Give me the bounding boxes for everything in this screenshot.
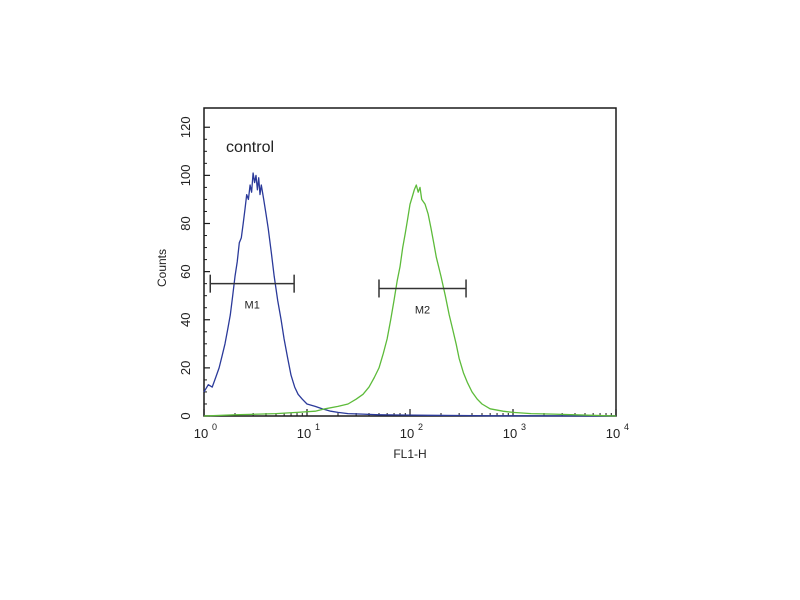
y-tick-label: 80 bbox=[178, 216, 193, 230]
y-tick-label: 120 bbox=[178, 116, 193, 138]
series-lines bbox=[203, 172, 617, 417]
gate-markers: M1 M2 bbox=[209, 274, 467, 316]
series-line-control bbox=[203, 172, 617, 417]
x-tick-exponent: 4 bbox=[624, 422, 629, 432]
x-tick-exponent: 3 bbox=[521, 422, 526, 432]
gate-label: M2 bbox=[415, 304, 430, 316]
x-tick-exponent: 2 bbox=[418, 422, 423, 432]
control-annotation: control bbox=[226, 139, 274, 156]
x-tick-label: 10 bbox=[297, 426, 311, 441]
gate-label: M1 bbox=[245, 300, 260, 312]
x-tick-label: 10 bbox=[503, 426, 517, 441]
y-axis-title: Counts bbox=[155, 249, 169, 287]
x-axis-ticks: 10 0 10 1 10 2 10 3 10 4 bbox=[194, 409, 629, 441]
x-tick-label: 10 bbox=[606, 426, 620, 441]
y-axis-ticks: 0 20 40 60 80 100 120 bbox=[178, 116, 210, 420]
x-axis-title: FL1-H bbox=[393, 447, 426, 461]
y-tick-label: 60 bbox=[178, 264, 193, 278]
x-tick-exponent: 1 bbox=[315, 422, 320, 432]
series-line-sample bbox=[203, 184, 617, 417]
x-tick-label: 10 bbox=[400, 426, 414, 441]
x-tick-label: 10 bbox=[194, 426, 208, 441]
x-tick-exponent: 0 bbox=[212, 422, 217, 432]
y-tick-label: 100 bbox=[178, 165, 193, 187]
y-tick-label: 40 bbox=[178, 313, 193, 327]
y-tick-label: 0 bbox=[178, 412, 193, 419]
y-tick-label: 20 bbox=[178, 361, 193, 375]
